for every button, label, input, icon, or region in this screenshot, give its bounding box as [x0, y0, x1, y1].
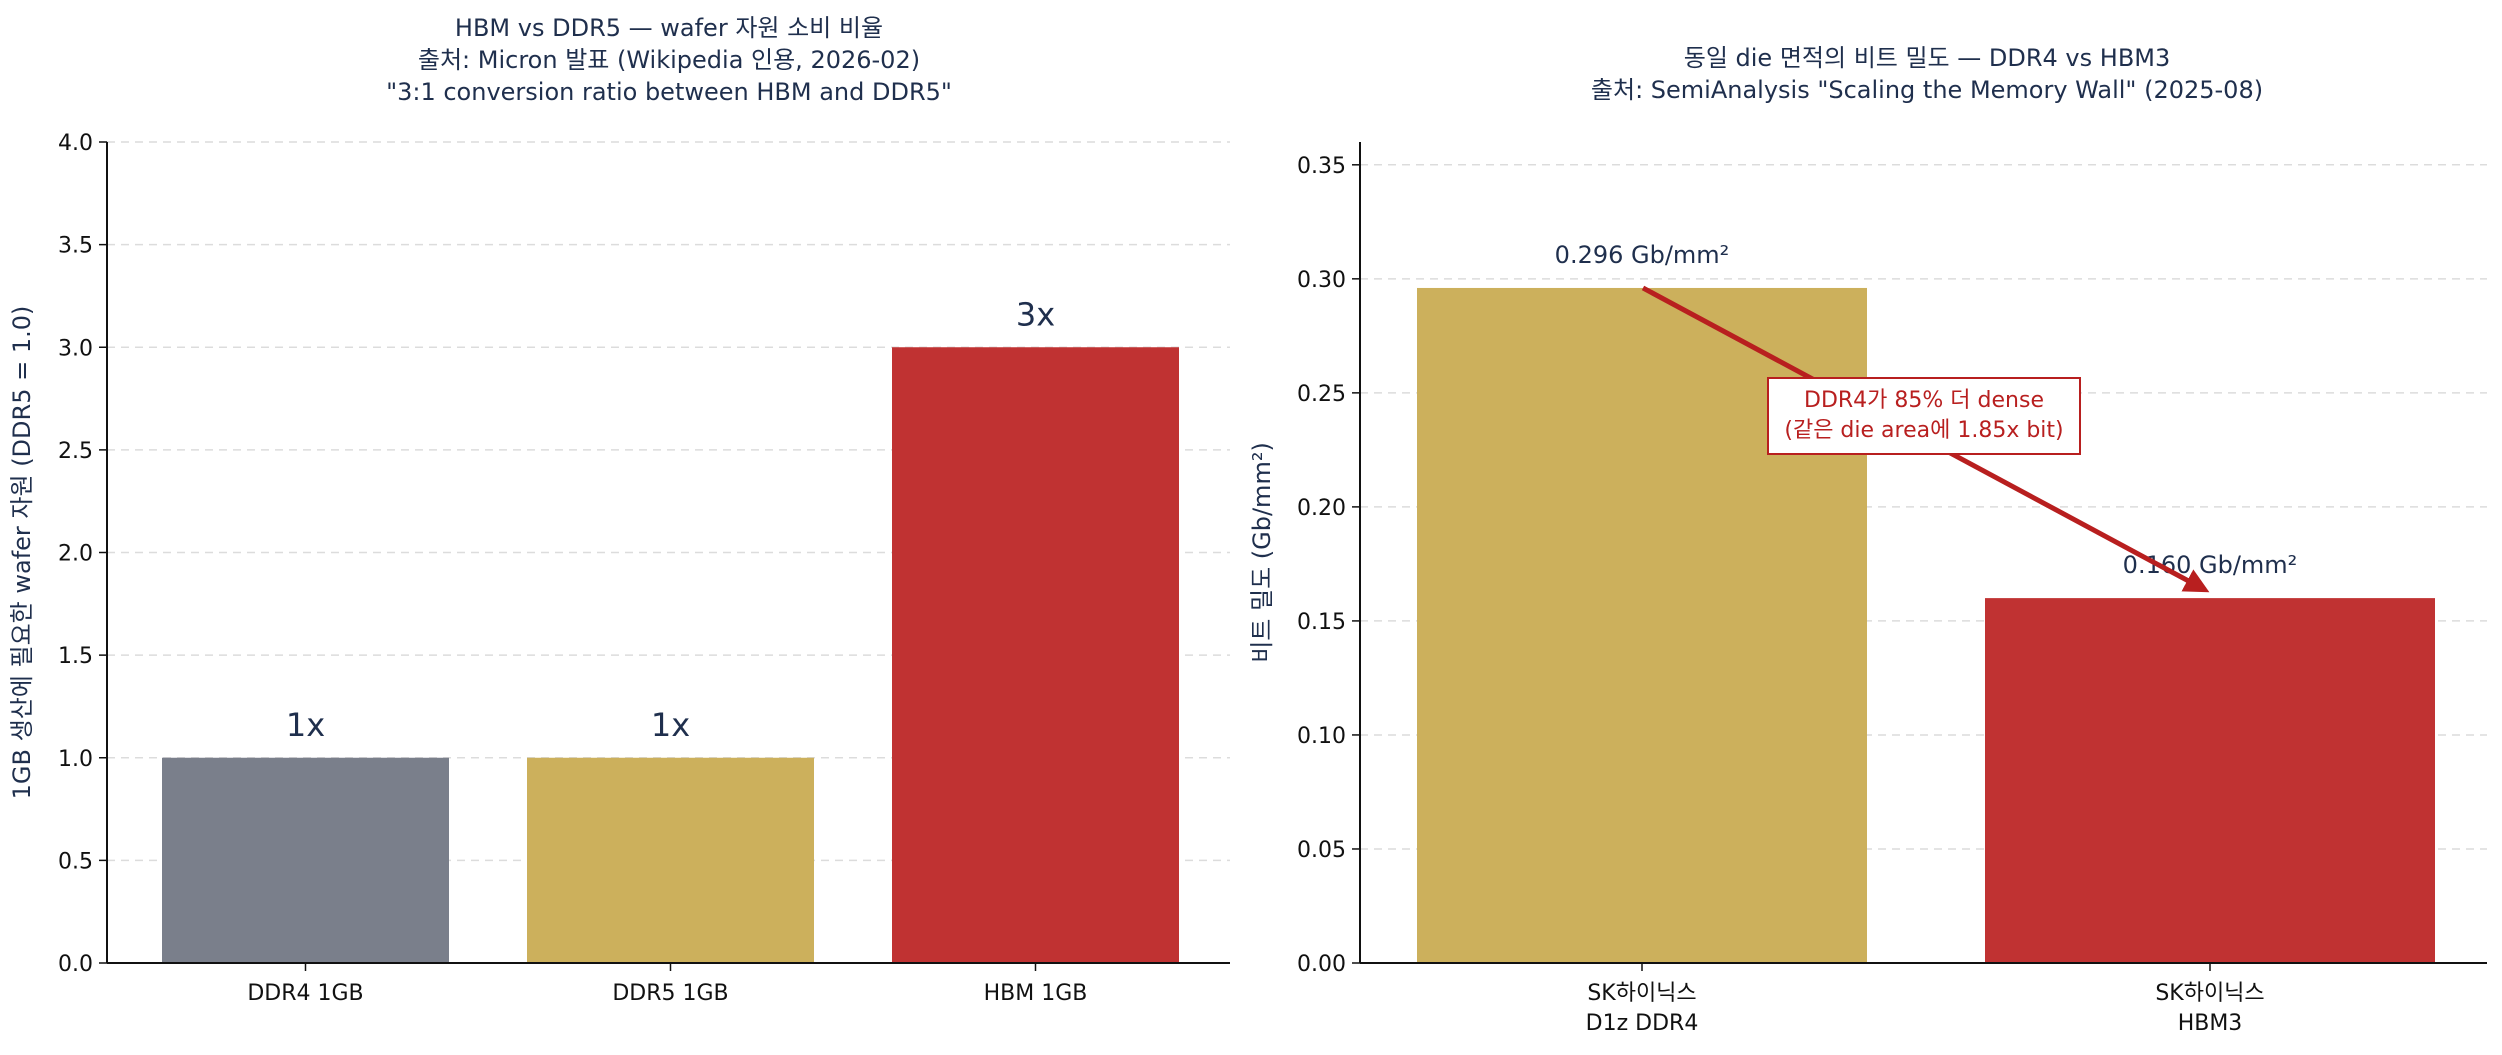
y-tick-label: 0.25 [1297, 382, 1346, 407]
bar [162, 758, 449, 963]
chart-title-line: HBM vs DDR5 — wafer 자원 소비 비율 [455, 14, 883, 42]
data-label: 1x [286, 706, 325, 744]
x-tick-label: SK하이닉스 [2155, 981, 2264, 1006]
chart-title-line: 출처: SemiAnalysis "Scaling the Memory Wal… [1591, 76, 2263, 104]
y-tick-label: 0.00 [1297, 952, 1346, 977]
data-label: 0.296 Gb/mm² [1555, 241, 1730, 269]
y-tick-label: 2.5 [58, 439, 93, 464]
wafer-ratio-chart: 0.0 0.5 1.0 1.5 2.0 2.5 3.0 3.5 4.0 DDR4 1GB DDR5 … [8, 14, 1230, 1006]
x-tick-label: D1z DDR4 [1586, 1011, 1699, 1036]
y-axis-label: 비트 밀도 (Gb/mm²) [1248, 442, 1276, 663]
bar [527, 758, 814, 963]
y-tick-label: 0.10 [1297, 724, 1346, 749]
y-tick-label: 4.0 [58, 131, 93, 156]
annotation-text: DDR4가 85% 더 dense [1804, 388, 2044, 413]
y-tick-label: 1.5 [58, 644, 93, 669]
x-tick-label: HBM 1GB [984, 981, 1088, 1006]
bar [892, 347, 1179, 963]
y-tick-label: 0.35 [1297, 154, 1346, 179]
y-tick-label: 0.30 [1297, 268, 1346, 293]
chart-title-line: "3:1 conversion ratio between HBM and DD… [386, 78, 952, 106]
bar [1985, 598, 2435, 963]
y-tick-label: 1.0 [58, 747, 93, 772]
y-tick-label: 3.5 [58, 234, 93, 259]
y-tick-label: 2.0 [58, 542, 93, 567]
y-tick-label: 0.5 [58, 849, 93, 874]
data-label: 3x [1016, 295, 1055, 333]
chart-title-line: 동일 die 면적의 비트 밀도 — DDR4 vs HBM3 [1684, 44, 2171, 72]
x-tick-label: SK하이닉스 [1587, 981, 1696, 1006]
data-label: 0.160 Gb/mm² [2123, 551, 2298, 579]
x-tick-label: DDR4 1GB [247, 981, 363, 1006]
x-tick-label: HBM3 [2178, 1011, 2243, 1036]
y-tick-label: 0.15 [1297, 610, 1346, 635]
y-tick-label: 3.0 [58, 336, 93, 361]
y-axis-label: 1GB 생산에 필요한 wafer 자원 (DDR5 = 1.0) [8, 306, 36, 800]
y-tick-label: 0.20 [1297, 496, 1346, 521]
x-tick-label: DDR5 1GB [612, 981, 728, 1006]
y-tick-label: 0.05 [1297, 838, 1346, 863]
data-label: 1x [651, 706, 690, 744]
annotation-text: (같은 die area에 1.85x bit) [1784, 418, 2063, 443]
y-tick-label: 0.0 [58, 952, 93, 977]
chart-title-line: 출처: Micron 발표 (Wikipedia 인용, 2026-02) [418, 46, 920, 74]
bit-density-chart: 0.00 0.05 0.10 0.15 0.20 0.25 0.30 0.35 SK하이닉스 D1… [1248, 44, 2487, 1036]
